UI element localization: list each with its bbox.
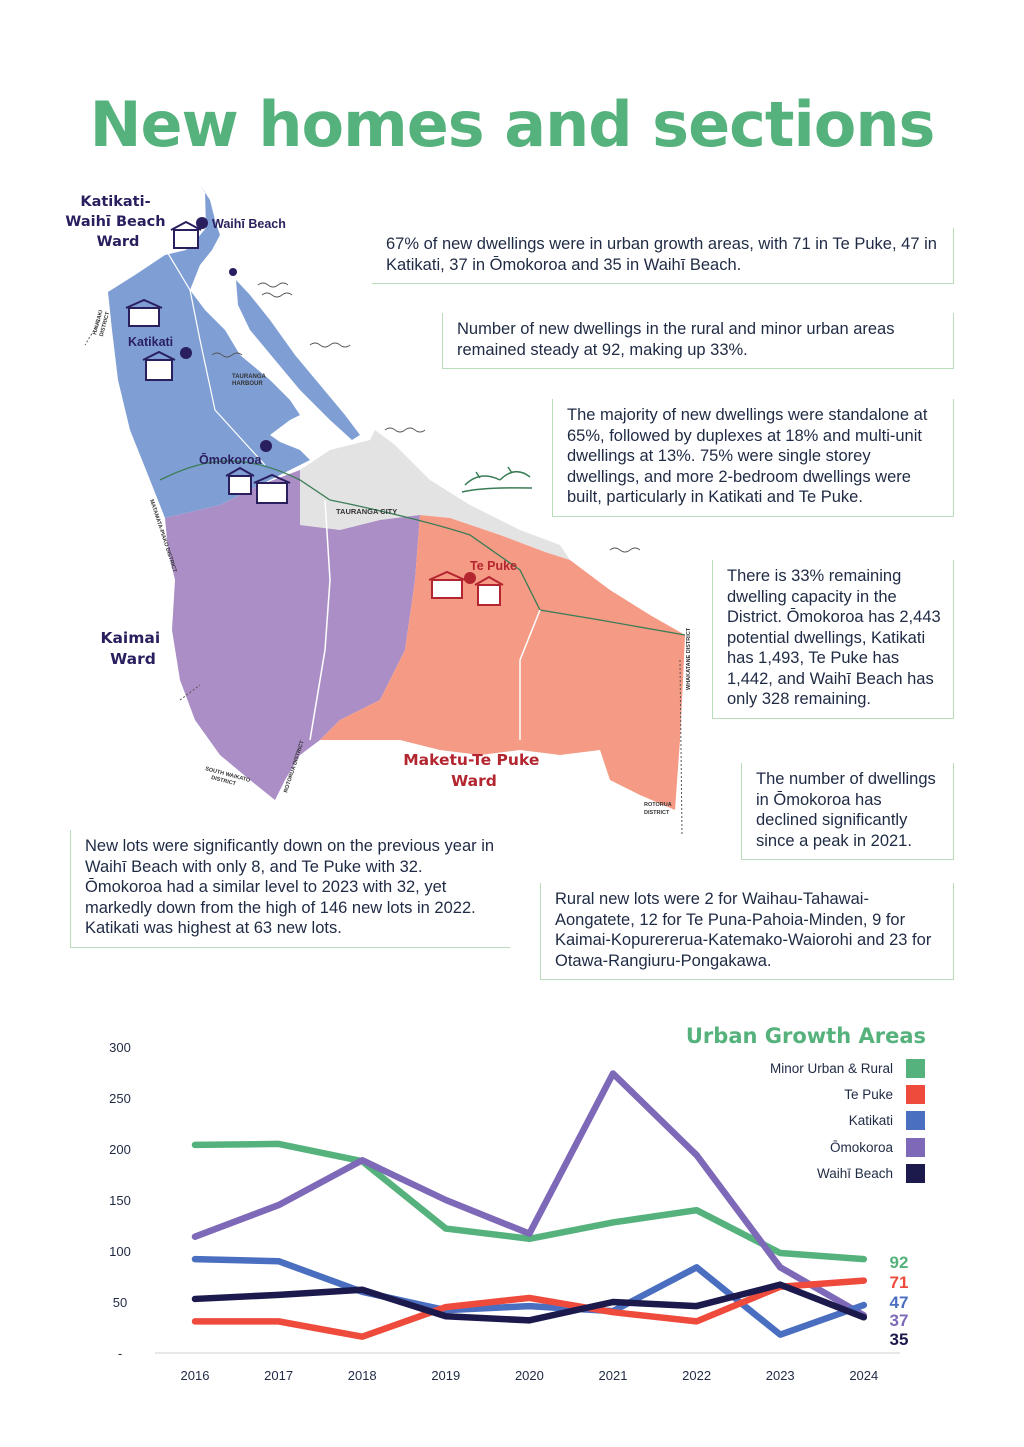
x-tick-label: 2024: [849, 1368, 878, 1383]
kaimai-ward-area: [165, 470, 420, 800]
legend-label: Waihī Beach: [817, 1166, 893, 1181]
whakatane-district-label: WHAKATANE DISTRICT: [686, 627, 692, 690]
series-line-waih-beach: [191, 1281, 868, 1324]
matakana-island: [236, 280, 360, 440]
district-map: Katikati- Waihī Beach Ward Kaimai Ward M…: [65, 185, 692, 836]
maketu-ward-label: Maketu-Te Puke Ward: [403, 751, 545, 790]
note-capacity: There is 33% remaining dwelling capacity…: [712, 560, 954, 719]
tauranga-harbour-label: TAURANGA HARBOUR: [232, 374, 267, 387]
y-tick-label: 100: [109, 1244, 131, 1259]
y-tick-label: 200: [109, 1142, 131, 1157]
katikati-ward-area: [108, 185, 310, 518]
te-puke-label: Te Puke: [470, 559, 517, 573]
note-dwelling-types: The majority of new dwellings were stand…: [552, 399, 954, 517]
legend-swatch: [906, 1085, 925, 1104]
end-value-label: 92: [890, 1253, 909, 1272]
tauranga-city-label: TAURANGA CITY: [336, 507, 397, 516]
line-chart: 300 250 200 150 100 50 - 2016 2017 2018 2019 2020 20…: [109, 1040, 925, 1383]
omokoroa-label: Ōmokoroa: [199, 453, 263, 467]
note-omokoroa-decline: The number of dwellings in Ōmokoroa has …: [741, 763, 954, 860]
hauraki-district-label: HAURAKIDISTRICT: [92, 309, 111, 337]
note-new-lots: New lots were significantly down on the …: [70, 830, 510, 948]
house-icon: [428, 570, 504, 606]
legend-swatch: [906, 1111, 925, 1130]
tauranga-city-area: [300, 430, 570, 560]
page-title: New homes and sections: [89, 88, 936, 161]
y-tick-label: 50: [113, 1295, 127, 1310]
rotorua-district-east-label: ROTORUA DISTRICT: [644, 802, 672, 816]
x-tick-label: 2016: [181, 1368, 210, 1383]
kaimai-ward-label: Kaimai Ward: [100, 629, 165, 668]
dolphin-icon: [461, 466, 533, 493]
y-tick-label: 150: [109, 1193, 131, 1208]
x-tick-label: 2023: [766, 1368, 795, 1383]
legend-swatch: [906, 1059, 925, 1078]
katikati-label: Katikati: [128, 335, 173, 349]
y-tick-label: 250: [109, 1091, 131, 1106]
series-line--mokoroa: [191, 1070, 868, 1319]
legend-swatch: [906, 1138, 925, 1157]
maketu-ward-area: [320, 515, 685, 810]
note-rural-lots: Rural new lots were 2 for Waihau-Tahawai…: [540, 883, 954, 980]
x-tick-label: 2020: [515, 1368, 544, 1383]
legend-label: Te Puke: [844, 1087, 893, 1102]
x-tick-label: 2017: [264, 1368, 293, 1383]
x-tick-label: 2021: [599, 1368, 628, 1383]
x-tick-label: 2019: [431, 1368, 460, 1383]
legend-label: Minor Urban & Rural: [770, 1061, 893, 1076]
katikati-ward-label: Katikati- Waihī Beach Ward: [65, 194, 170, 250]
omokoroa-marker: [260, 440, 272, 452]
end-value-label: 35: [890, 1330, 909, 1349]
te-puke-marker: [464, 572, 476, 584]
y-tick-label: -: [118, 1346, 122, 1361]
end-value-label: 47: [890, 1293, 909, 1312]
x-tick-label: 2018: [348, 1368, 377, 1383]
katikati-marker: [180, 347, 192, 359]
note-rural-minor: Number of new dwellings in the rural and…: [442, 313, 954, 369]
chart-title: Urban Growth Areas: [685, 1024, 926, 1048]
waihi-beach-marker: [196, 217, 208, 229]
legend-label: Katikati: [849, 1113, 893, 1128]
note-urban-growth: 67% of new dwellings were in urban growt…: [372, 228, 954, 284]
x-tick-label: 2022: [682, 1368, 711, 1383]
y-tick-label: 300: [109, 1040, 131, 1055]
ward-line: Katikati-: [80, 194, 150, 210]
waihi-beach-label: Waihī Beach: [212, 217, 286, 231]
house-icon: [125, 220, 291, 504]
legend-swatch: [906, 1164, 925, 1183]
legend-label: Ōmokoroa: [830, 1140, 894, 1155]
end-value-label: 37: [890, 1311, 909, 1330]
end-value-label: 71: [890, 1273, 909, 1292]
